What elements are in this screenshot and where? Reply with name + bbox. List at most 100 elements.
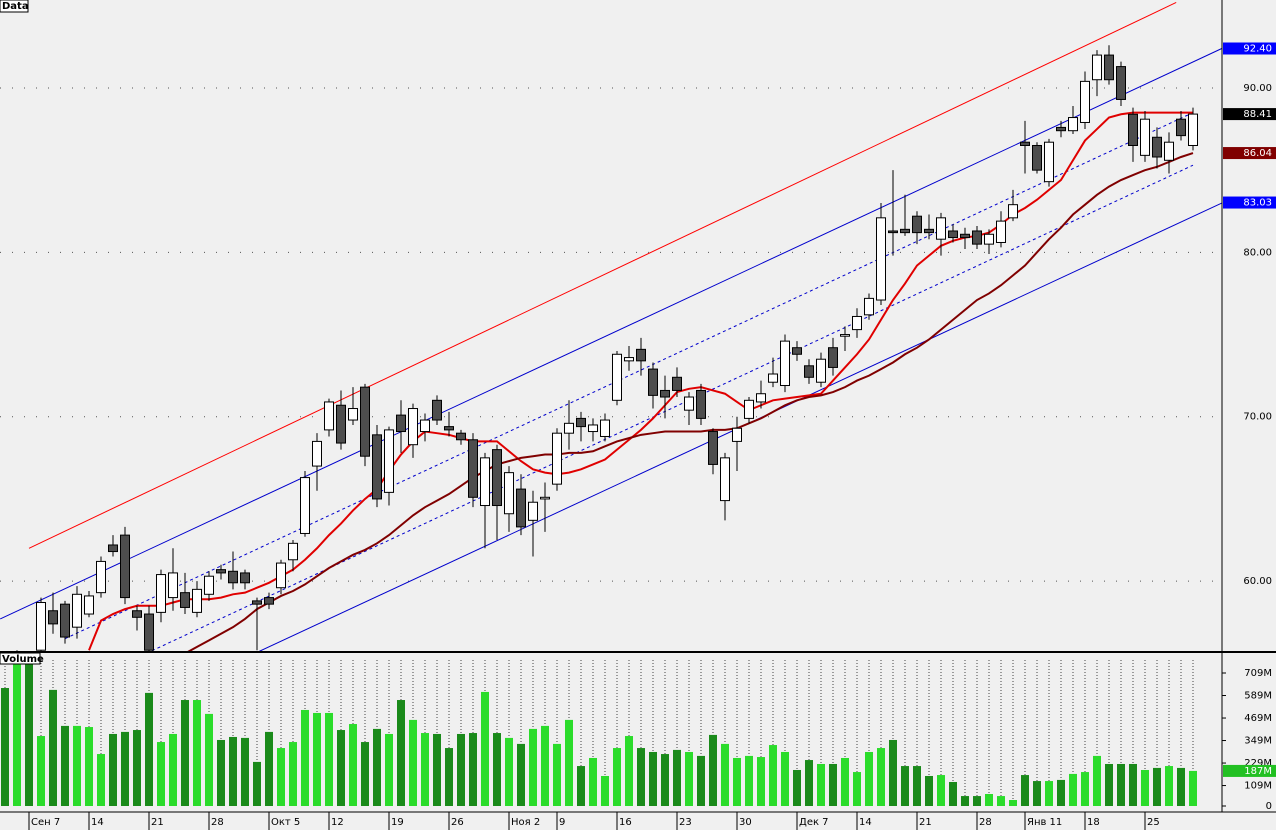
volume-bar [253,761,261,806]
panel-title: Volume [2,654,44,665]
volume-bar [397,700,405,806]
volume-bar [649,751,657,806]
candle-body [516,488,526,528]
candle-body [744,399,754,419]
volume-bar [373,728,381,806]
volume-bar [109,733,117,806]
volume-bar [541,725,549,806]
volume-panel [1,660,1197,806]
volume-bar [421,733,429,806]
volume-bar [337,730,345,806]
volume-bar [25,661,33,806]
volume-bar [697,755,705,806]
candle-body [408,408,418,446]
y-tick-label: 90.00 [1243,83,1272,94]
y-tick-label: 709M [1244,668,1272,679]
candle-body [168,572,178,599]
y-tick-label: 70.00 [1243,412,1272,423]
candle-body [672,376,682,391]
candle-body [624,357,634,362]
candle-body [948,230,958,239]
candle-body [132,610,142,618]
candle-body [480,457,490,507]
volume-bar [625,736,633,806]
volume-bar [133,730,141,806]
candle-body [732,427,742,442]
candle-body [72,593,82,628]
candle-body [504,472,514,515]
volume-bar [577,766,585,806]
candle-body [276,562,286,589]
volume-bar [949,781,957,806]
trend-line [0,48,1222,620]
volume-bar [1069,773,1077,806]
candle-body [852,315,862,331]
x-tick-label: 28 [211,817,224,828]
x-tick-label: Сен 7 [31,817,60,828]
price-marker [1223,42,1276,55]
candle-body [312,440,322,467]
price-marker-label: 88.41 [1243,109,1272,120]
volume-bar [673,749,681,806]
candle-body [552,432,562,485]
candle-body [780,340,790,387]
candle-body [240,572,250,584]
volume-bar [301,709,309,806]
volume-bar [265,731,273,806]
candle-body [1104,54,1114,81]
candle-body [348,408,358,421]
volume-bar [793,769,801,806]
volume-bar [601,775,609,806]
volume-bar [205,713,213,806]
volume-bar [1033,781,1041,806]
volume-bar [493,733,501,806]
volume-bar [985,793,993,806]
volume-bar [97,754,105,806]
volume-bar [913,766,921,806]
volume-bar [1009,799,1017,806]
volume-bar [61,725,69,806]
volume-bar [325,712,333,806]
volume-bar [517,743,525,806]
volume-bar [457,733,465,806]
candle-body [912,215,922,234]
candle-body [528,501,538,521]
candle-body [360,386,370,457]
volume-bar [1,688,9,806]
volume-bar [937,775,945,806]
volume-bar [1141,769,1149,806]
y-tick-label: 0 [1266,801,1272,812]
volume-bar [757,757,765,806]
volume-bar [1057,779,1065,806]
x-tick-label: 21 [919,817,932,828]
candle-body [972,230,982,245]
y-tick-label: 109M [1244,781,1272,792]
volume-bar [13,661,21,806]
volume-bar [829,763,837,806]
volume-bar [1045,781,1053,806]
volume-bar [553,743,561,806]
title-box [0,652,41,665]
volume-bar [637,748,645,806]
volume-bar [313,712,321,806]
candle-body [396,414,406,433]
candle-body [876,217,886,301]
candle-body [372,434,382,500]
volume-bar [865,751,873,806]
panel-title: Data [2,1,29,12]
candle-body [1068,117,1078,132]
candle-body [60,603,70,638]
volume-bar [433,733,441,806]
candle-body [924,228,934,234]
candle-body [36,602,46,651]
candle-body [816,358,826,383]
x-tick-label: 28 [979,817,992,828]
price-panel [0,2,1222,652]
x-tick-label: Окт 5 [271,817,300,828]
x-tick-label: 25 [1147,817,1160,828]
candle-body [768,373,778,383]
candle-body [660,389,670,398]
volume-bar [1081,772,1089,806]
